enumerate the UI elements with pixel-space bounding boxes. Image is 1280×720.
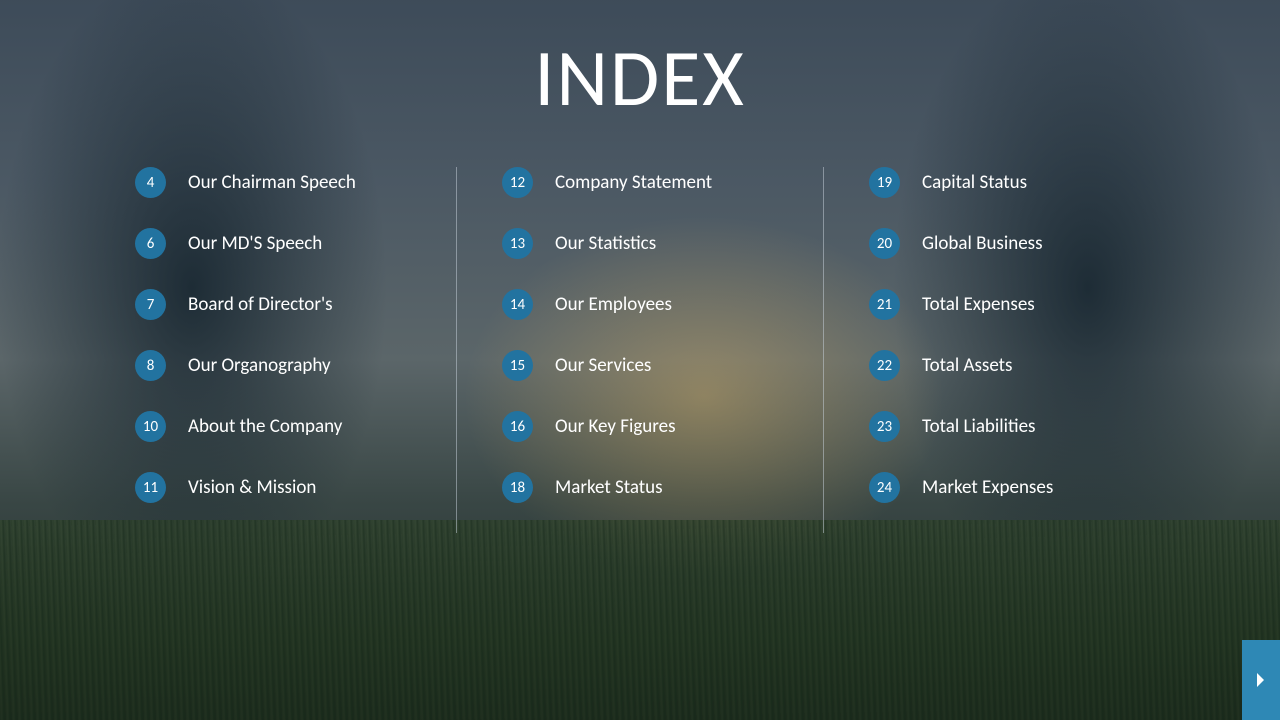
index-item-label: Board of Director's — [188, 293, 333, 316]
index-item-label: Our Services — [555, 354, 651, 377]
index-item-label: Global Business — [922, 232, 1043, 255]
index-item[interactable]: 11 Vision & Mission — [135, 472, 411, 503]
page-number-badge: 24 — [869, 472, 900, 503]
index-item-label: Company Statement — [555, 171, 712, 194]
page-number-badge: 16 — [502, 411, 533, 442]
index-item-label: Our Statistics — [555, 232, 656, 255]
index-item[interactable]: 24 Market Expenses — [869, 472, 1145, 503]
index-item[interactable]: 14 Our Employees — [502, 289, 778, 320]
page-number-badge: 4 — [135, 167, 166, 198]
index-item-label: Vision & Mission — [188, 476, 316, 499]
index-item[interactable]: 4 Our Chairman Speech — [135, 167, 411, 198]
index-item-label: Market Expenses — [922, 476, 1053, 499]
page-title: INDEX — [0, 0, 1280, 167]
index-columns: 4 Our Chairman Speech 6 Our MD'S Speech … — [0, 167, 1280, 533]
page-number-badge: 10 — [135, 411, 166, 442]
page-number-badge: 8 — [135, 350, 166, 381]
index-item-label: Total Assets — [922, 354, 1012, 377]
page-number-badge: 22 — [869, 350, 900, 381]
page-number-badge: 14 — [502, 289, 533, 320]
index-item[interactable]: 10 About the Company — [135, 411, 411, 442]
index-item[interactable]: 7 Board of Director's — [135, 289, 411, 320]
index-item[interactable]: 21 Total Expenses — [869, 289, 1145, 320]
index-item-label: About the Company — [188, 415, 342, 438]
page-number-badge: 18 — [502, 472, 533, 503]
page-number-badge: 19 — [869, 167, 900, 198]
page-number-badge: 13 — [502, 228, 533, 259]
index-item[interactable]: 15 Our Services — [502, 350, 778, 381]
page-number-badge: 7 — [135, 289, 166, 320]
index-item-label: Total Expenses — [922, 293, 1035, 316]
index-item-label: Our Employees — [555, 293, 672, 316]
index-column-3: 19 Capital Status 20 Global Business 21 … — [824, 167, 1190, 533]
index-item-label: Our MD'S Speech — [188, 232, 322, 255]
index-item[interactable]: 8 Our Organography — [135, 350, 411, 381]
index-item-label: Total Liabilities — [922, 415, 1035, 438]
page-number-badge: 20 — [869, 228, 900, 259]
page-number-badge: 11 — [135, 472, 166, 503]
index-item[interactable]: 6 Our MD'S Speech — [135, 228, 411, 259]
index-item[interactable]: 19 Capital Status — [869, 167, 1145, 198]
index-item[interactable]: 20 Global Business — [869, 228, 1145, 259]
index-item-label: Market Status — [555, 476, 663, 499]
page-number-badge: 12 — [502, 167, 533, 198]
index-item-label: Our Chairman Speech — [188, 171, 356, 194]
index-item[interactable]: 13 Our Statistics — [502, 228, 778, 259]
slide-content: INDEX 4 Our Chairman Speech 6 Our MD'S S… — [0, 0, 1280, 720]
index-item[interactable]: 23 Total Liabilities — [869, 411, 1145, 442]
index-item[interactable]: 12 Company Statement — [502, 167, 778, 198]
index-item-label: Our Organography — [188, 354, 331, 377]
index-item-label: Capital Status — [922, 171, 1027, 194]
index-item-label: Our Key Figures — [555, 415, 676, 438]
index-item[interactable]: 16 Our Key Figures — [502, 411, 778, 442]
index-item[interactable]: 18 Market Status — [502, 472, 778, 503]
page-number-badge: 15 — [502, 350, 533, 381]
index-column-1: 4 Our Chairman Speech 6 Our MD'S Speech … — [90, 167, 456, 533]
index-item[interactable]: 22 Total Assets — [869, 350, 1145, 381]
page-number-badge: 6 — [135, 228, 166, 259]
page-number-badge: 23 — [869, 411, 900, 442]
page-number-badge: 21 — [869, 289, 900, 320]
index-column-2: 12 Company Statement 13 Our Statistics 1… — [456, 167, 824, 533]
